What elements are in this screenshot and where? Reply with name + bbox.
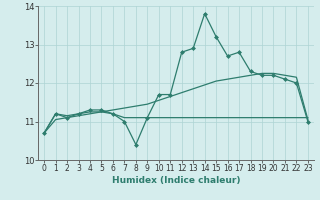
X-axis label: Humidex (Indice chaleur): Humidex (Indice chaleur)	[112, 176, 240, 185]
